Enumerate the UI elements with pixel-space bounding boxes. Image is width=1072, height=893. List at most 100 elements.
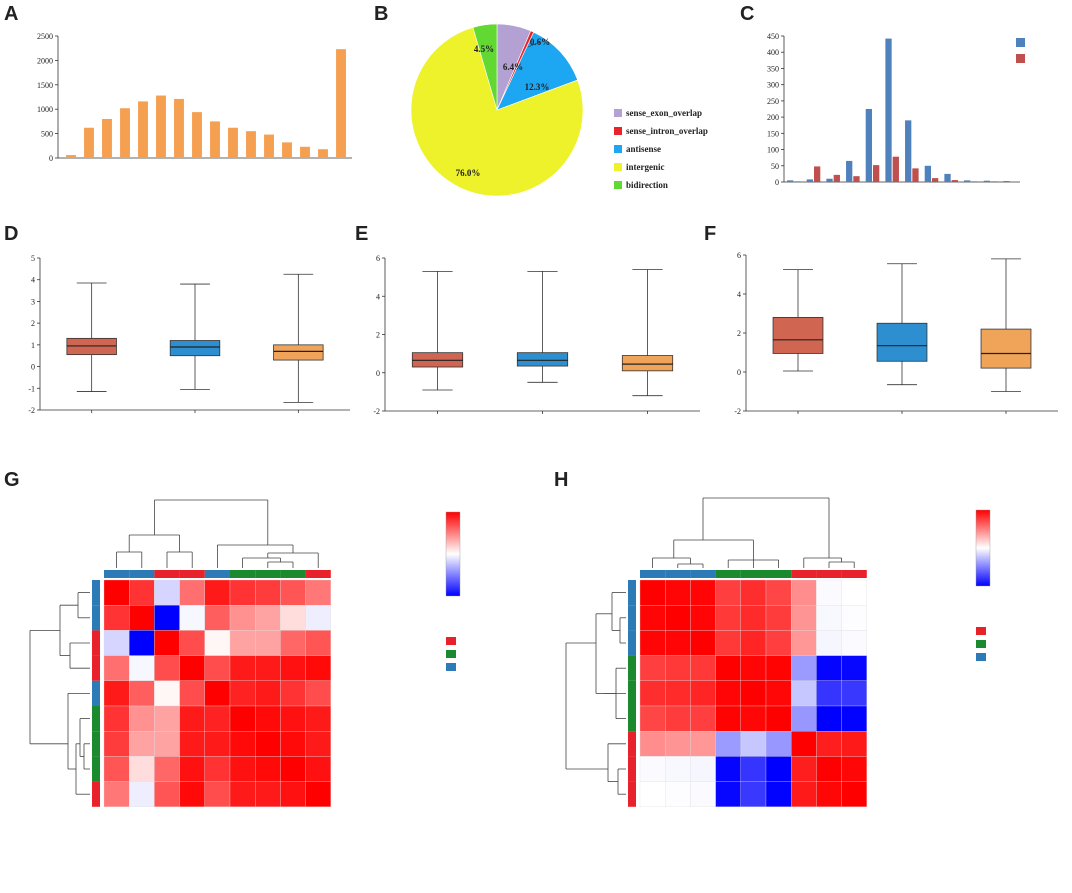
panel-letter-c: C <box>740 3 754 25</box>
heat-cell-6-4 <box>204 731 231 757</box>
bar-novel-17 <box>794 181 801 182</box>
y-tick-label: 350 <box>767 64 779 73</box>
bar-1201-1400 <box>174 98 184 158</box>
heat-cell-1-6 <box>255 605 281 631</box>
heat-cell-6-4 <box>740 731 767 757</box>
heat-cell-7-4 <box>204 756 231 782</box>
pie-value-label: 12.3% <box>525 82 550 92</box>
heat-cell-8-5 <box>229 781 256 807</box>
heat-cell-4-5 <box>229 680 256 707</box>
bar-known-28 <box>1003 181 1010 182</box>
heat-cell-5-7 <box>816 705 842 732</box>
bar-2601-2800 <box>300 146 310 158</box>
heat-cell-5-5 <box>765 705 792 732</box>
left-group-bar-cell <box>92 781 100 807</box>
left-group-bar-cell <box>92 605 100 631</box>
y-tick-label: 3 <box>31 297 35 306</box>
heat-cell-8-6 <box>255 781 281 807</box>
left-group-bar-cell <box>92 580 100 606</box>
y-tick-label: 2 <box>31 319 35 328</box>
y-tick-label: -2 <box>373 407 380 416</box>
bar-2001-2200 <box>246 131 256 158</box>
heat-cell-0-7 <box>280 579 306 606</box>
heat-cell-4-3 <box>179 680 205 707</box>
heat-cell-2-6 <box>791 630 817 656</box>
top-group-bar-cell <box>154 570 180 578</box>
heat-cell-6-5 <box>765 731 792 757</box>
pie-value-label: 0.6% <box>530 37 550 47</box>
heat-cell-5-5 <box>229 705 256 732</box>
bar-novel-19 <box>833 174 840 182</box>
heat-cell-0-4 <box>740 579 767 606</box>
heat-cell-5-2 <box>690 705 716 732</box>
top-group-bar-cell <box>665 570 691 578</box>
heat-cell-6-0 <box>639 731 666 757</box>
heat-cell-0-6 <box>791 579 817 606</box>
bar-known-25 <box>944 173 951 182</box>
heat-cell-7-8 <box>841 756 867 782</box>
heat-cell-6-7 <box>816 731 842 757</box>
heat-cell-0-2 <box>690 579 716 606</box>
heat-cell-4-1 <box>665 680 691 707</box>
heat-cell-4-4 <box>204 680 231 707</box>
y-tick-label: 5 <box>31 254 35 263</box>
heat-cell-7-6 <box>791 756 817 782</box>
legend-swatch <box>614 145 622 153</box>
y-tick-label: 400 <box>767 48 779 57</box>
heat-cell-7-4 <box>740 756 767 782</box>
heat-cell-8-2 <box>690 781 716 807</box>
heat-cell-0-3 <box>179 579 205 606</box>
box-TC_E14 <box>876 322 928 362</box>
bar-known-19 <box>826 178 833 182</box>
pie-value-label: 76.0% <box>456 168 481 178</box>
y-tick-label: 150 <box>767 129 779 138</box>
legend-label: sense_exon_overlap <box>626 108 702 118</box>
heat-cell-5-6 <box>791 705 817 732</box>
heat-cell-1-3 <box>715 605 741 631</box>
y-tick-label: 0 <box>31 363 35 372</box>
top-group-bar-cell <box>104 570 130 578</box>
heat-cell-1-1 <box>665 605 691 631</box>
heat-cell-8-0 <box>103 781 130 807</box>
heat-cell-5-6 <box>255 705 281 732</box>
heat-cell-0-0 <box>103 579 130 606</box>
heat-cell-8-1 <box>665 781 691 807</box>
heat-cell-4-8 <box>305 680 331 707</box>
left-group-bar-cell <box>628 630 636 656</box>
y-tick-label: 0 <box>376 369 380 378</box>
bar-novel-25 <box>951 180 958 182</box>
heat-cell-2-6 <box>255 630 281 656</box>
top-group-bar-cell <box>255 570 281 578</box>
heat-cell-8-4 <box>740 781 767 807</box>
heat-cell-7-6 <box>255 756 281 782</box>
left-group-bar-cell <box>92 680 100 706</box>
heat-cell-1-4 <box>740 605 767 631</box>
heat-cell-7-2 <box>154 756 180 782</box>
y-tick-label: 2 <box>376 331 380 340</box>
bar-novel-21 <box>873 165 880 182</box>
heat-cell-6-6 <box>255 731 281 757</box>
heat-cell-8-0 <box>639 781 666 807</box>
heat-cell-4-0 <box>639 680 666 707</box>
heat-cell-0-7 <box>816 579 842 606</box>
box-TC_E18 <box>621 355 674 372</box>
heat-cell-4-0 <box>103 680 130 707</box>
box-TC_E14 <box>516 352 569 367</box>
heat-cell-7-1 <box>665 756 691 782</box>
heat-cell-3-1 <box>665 655 691 681</box>
pie-value-label: 6.4% <box>503 62 523 72</box>
heat-cell-3-6 <box>791 655 817 681</box>
heat-cell-6-8 <box>841 731 867 757</box>
bar-known-24 <box>924 165 931 182</box>
heat-cell-1-2 <box>690 605 716 631</box>
panel-c-grouped-bar-chart: 0 50 100 150 200 250 300 350 400 450 <box>767 32 1025 187</box>
heat-cell-4-6 <box>255 680 281 707</box>
heat-cell-2-8 <box>305 630 331 656</box>
heat-cell-3-5 <box>229 655 256 681</box>
y-tick-label: 450 <box>767 32 779 41</box>
pie-value-label: 4.5% <box>474 44 494 54</box>
heat-cell-4-2 <box>690 680 716 707</box>
bar-201-400 <box>84 127 94 158</box>
top-group-bar-cell <box>740 570 766 578</box>
y-tick-label: 6 <box>737 251 741 260</box>
